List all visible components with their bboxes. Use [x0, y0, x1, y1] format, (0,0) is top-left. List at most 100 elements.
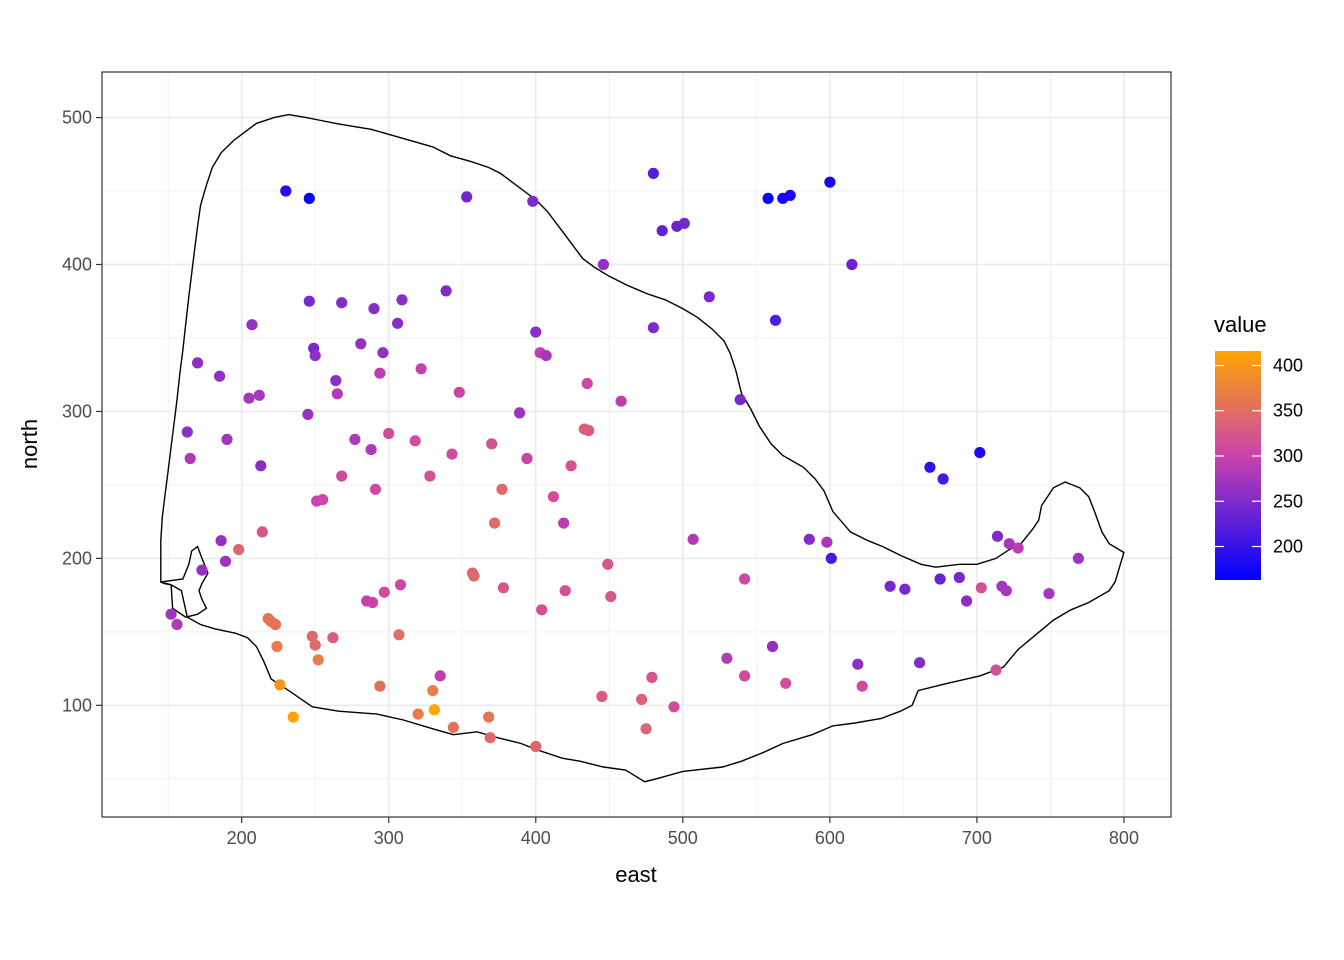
- data-point: [280, 185, 292, 197]
- legend-label: 300: [1273, 446, 1303, 466]
- data-point: [540, 350, 552, 362]
- data-point: [377, 347, 389, 359]
- data-point: [530, 326, 542, 338]
- data-point: [446, 448, 458, 460]
- legend-title: value: [1214, 312, 1267, 337]
- data-point: [769, 314, 782, 326]
- data-point: [427, 685, 439, 697]
- data-point: [317, 494, 329, 506]
- data-point: [327, 632, 339, 644]
- data-point: [615, 395, 627, 407]
- data-point: [583, 424, 595, 437]
- data-point: [165, 608, 177, 620]
- y-tick-label: 200: [62, 548, 92, 568]
- legend-colorbar: [1215, 351, 1261, 580]
- data-point: [303, 295, 315, 307]
- x-tick-label: 500: [668, 828, 698, 848]
- data-point: [274, 679, 286, 691]
- data-point: [336, 297, 348, 309]
- plot-panel-background: [102, 72, 1171, 817]
- data-point: [496, 483, 508, 495]
- data-point: [468, 570, 480, 582]
- data-point: [365, 444, 377, 456]
- data-point: [336, 470, 348, 482]
- data-point: [192, 357, 204, 369]
- data-point: [547, 491, 560, 503]
- y-tick-label: 400: [62, 254, 92, 274]
- data-point: [243, 392, 255, 404]
- data-point: [312, 654, 324, 666]
- data-point: [368, 303, 380, 315]
- data-point: [825, 552, 837, 565]
- plot-panel-border: [101, 71, 1172, 818]
- data-point: [484, 732, 496, 744]
- data-point: [1012, 542, 1024, 554]
- data-point: [412, 708, 424, 720]
- data-point: [784, 189, 796, 201]
- data-point: [602, 558, 614, 570]
- data-point: [1000, 585, 1012, 597]
- data-point: [378, 586, 390, 598]
- y-axis-ticks: 100 200 300 400 500: [62, 108, 102, 715]
- data-point: [489, 517, 501, 529]
- data-point: [581, 377, 593, 390]
- data-point: [483, 711, 495, 723]
- data-point: [656, 225, 668, 237]
- data-point: [428, 704, 440, 716]
- data-point: [392, 317, 404, 329]
- data-point: [914, 657, 926, 669]
- data-point: [721, 652, 733, 664]
- x-axis-title: east: [615, 862, 657, 887]
- data-point: [937, 473, 949, 485]
- legend-label: 400: [1273, 355, 1303, 375]
- data-point: [331, 388, 343, 400]
- data-point: [415, 363, 427, 375]
- data-point: [559, 585, 571, 597]
- legend-label: 200: [1273, 537, 1303, 557]
- data-point: [374, 680, 386, 692]
- x-tick-label: 700: [962, 828, 992, 848]
- data-point: [803, 533, 815, 545]
- data-point: [924, 461, 936, 473]
- data-point: [453, 386, 465, 398]
- data-point: [330, 375, 342, 387]
- data-point: [597, 258, 610, 271]
- y-tick-label: 300: [62, 401, 92, 421]
- data-point: [309, 639, 321, 651]
- data-point: [171, 618, 183, 631]
- legend-label: 350: [1273, 401, 1303, 421]
- data-point: [440, 285, 452, 297]
- data-point: [219, 555, 232, 567]
- data-point: [497, 582, 509, 594]
- data-point: [766, 640, 779, 653]
- data-point: [221, 433, 233, 445]
- region-boundary: [160, 113, 1125, 783]
- data-point: [1003, 538, 1015, 550]
- data-point: [536, 604, 548, 616]
- data-point: [899, 583, 911, 595]
- data-point: [961, 595, 973, 607]
- data-point: [640, 723, 652, 735]
- data-point: [734, 394, 746, 406]
- data-point: [349, 433, 361, 445]
- data-point: [521, 452, 533, 465]
- data-point: [215, 535, 227, 547]
- data-point: [394, 579, 407, 591]
- data-point: [409, 435, 421, 447]
- data-point: [374, 367, 386, 379]
- data-point: [703, 291, 715, 303]
- data-point: [780, 677, 792, 689]
- data-point: [668, 701, 680, 713]
- data-point: [1072, 552, 1084, 565]
- data-point: [852, 658, 864, 670]
- data-point: [527, 195, 539, 207]
- data-point: [974, 447, 986, 459]
- data-point: [739, 573, 751, 585]
- data-point: [605, 591, 617, 603]
- data-point: [434, 670, 446, 682]
- data-point: [184, 452, 196, 465]
- data-point: [687, 533, 699, 545]
- data-point: [253, 389, 265, 401]
- data-point: [647, 167, 660, 179]
- data-point: [646, 671, 658, 684]
